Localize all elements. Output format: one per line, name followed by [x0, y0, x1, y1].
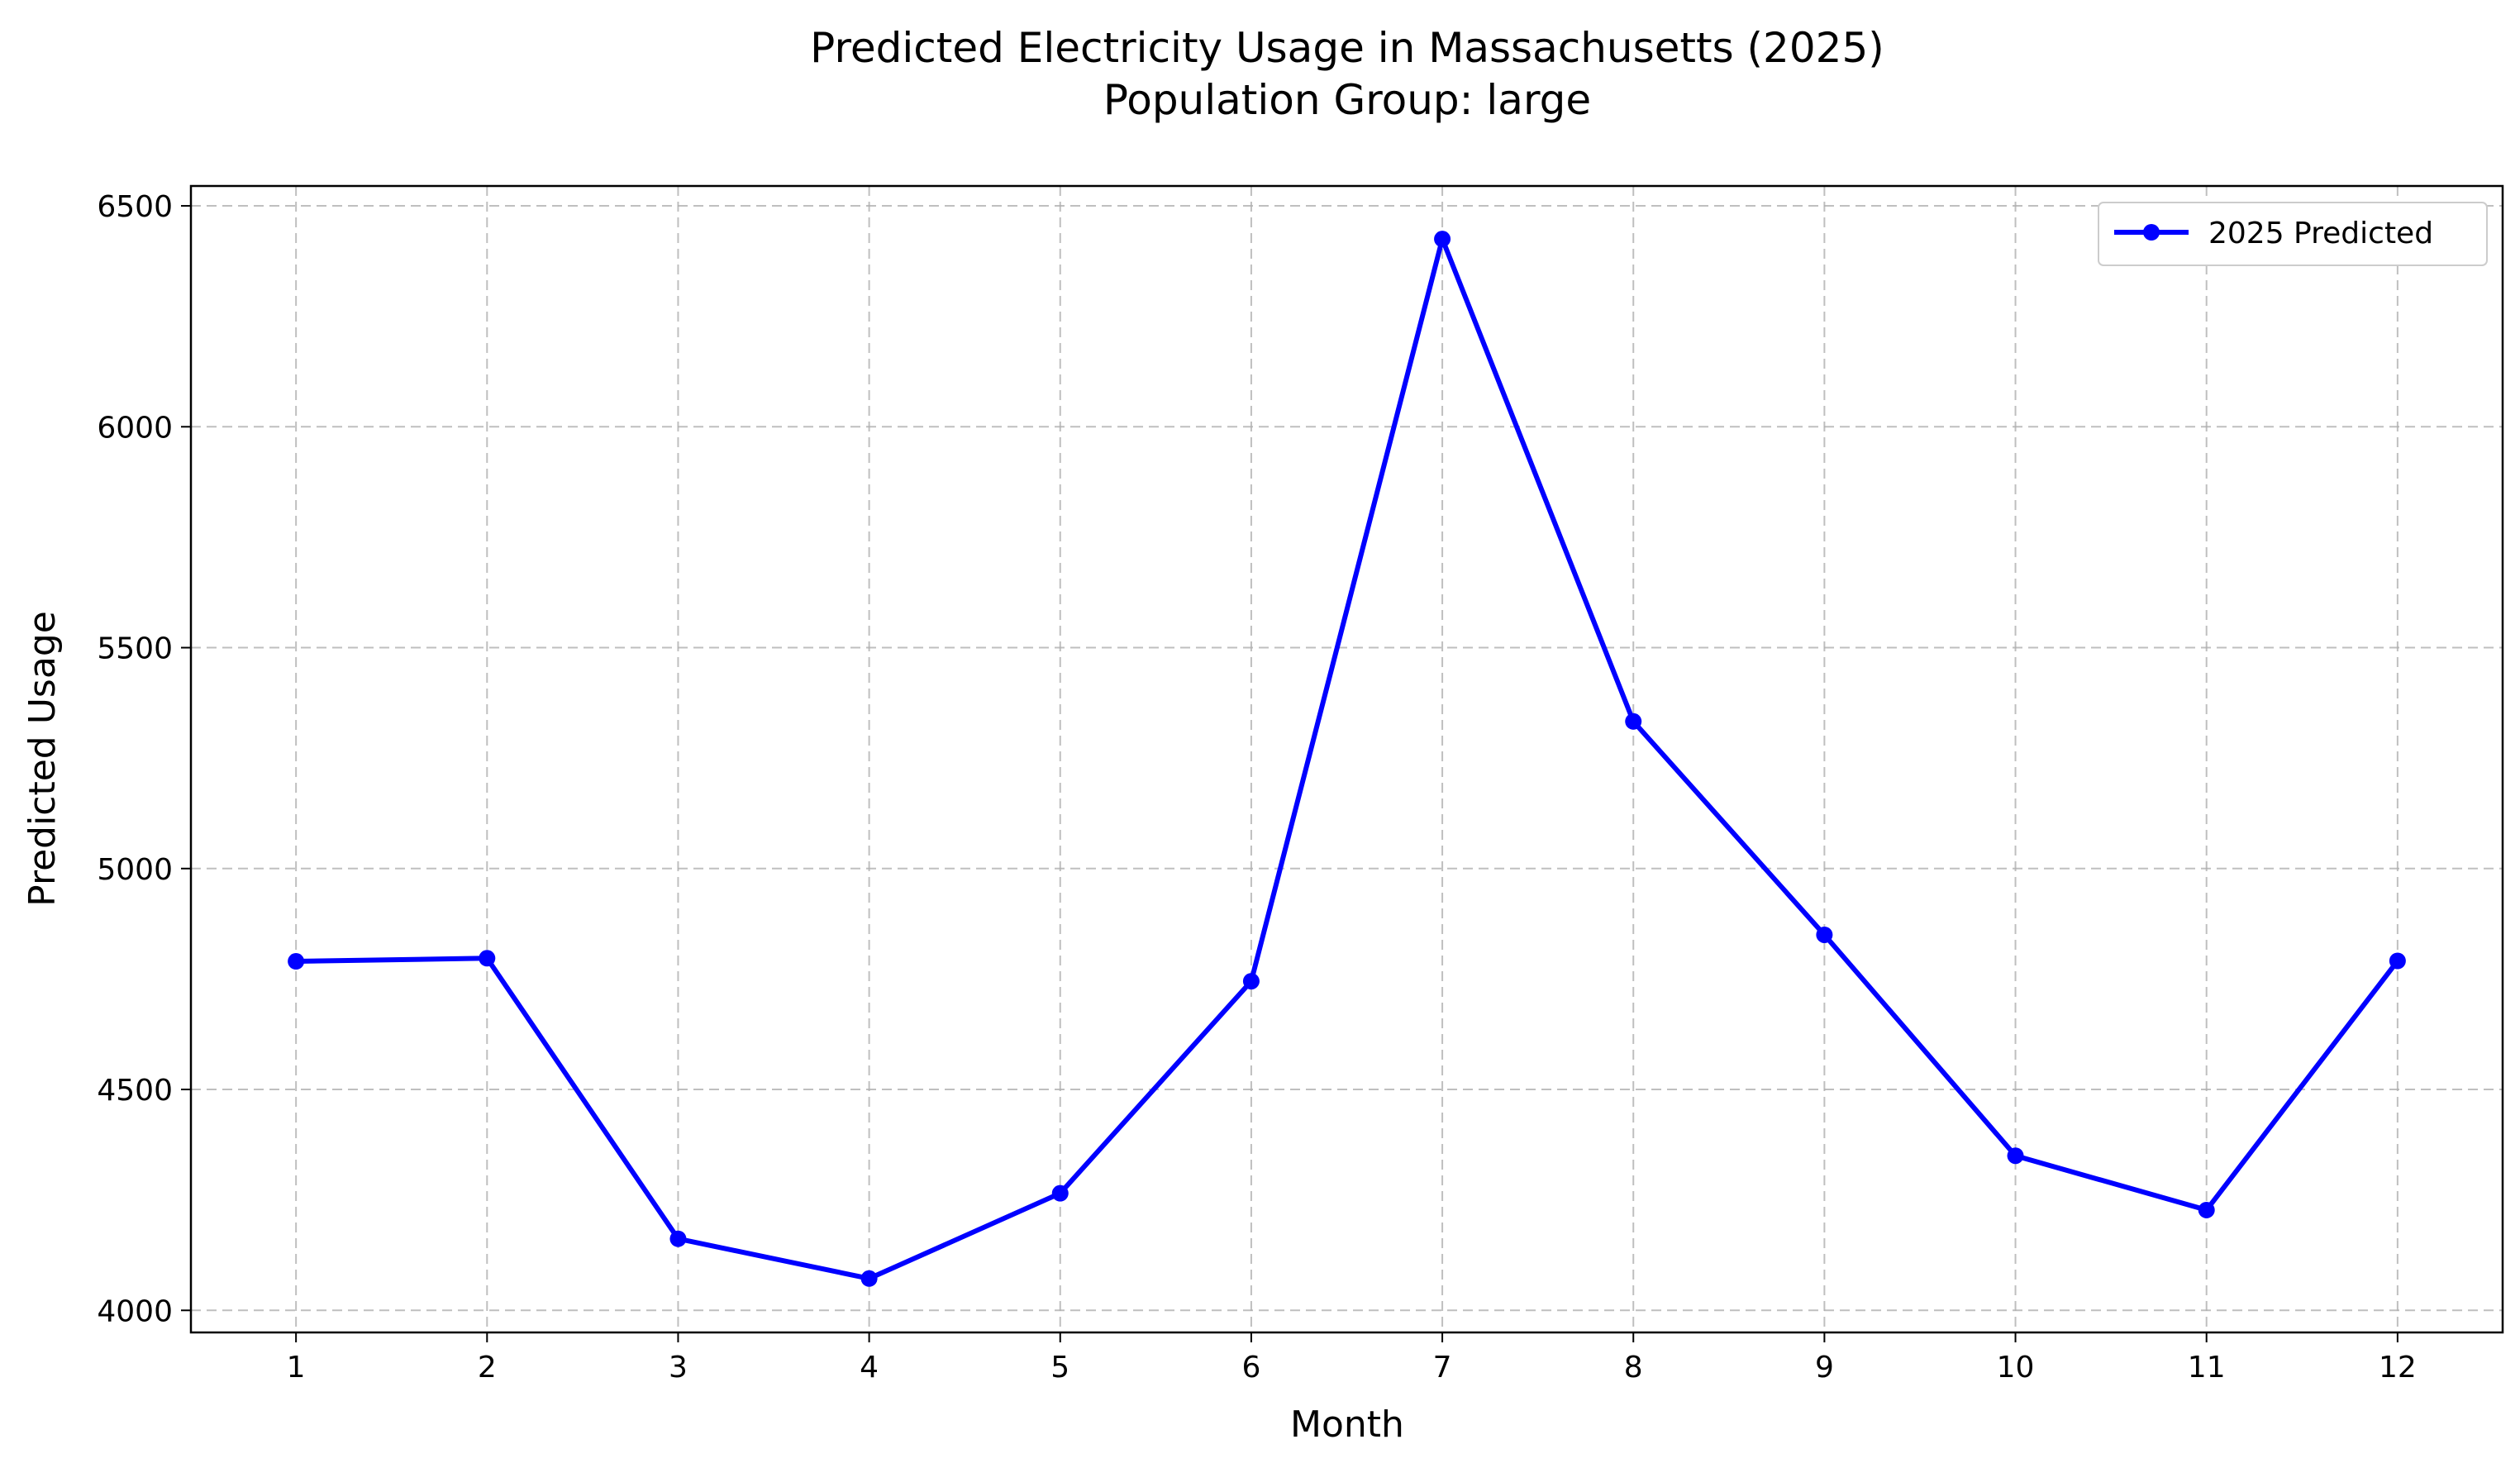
legend-entry-label: 2025 Predicted [2208, 217, 2433, 250]
x-tick-label: 11 [2188, 1351, 2226, 1385]
x-tick-label: 1 [287, 1351, 306, 1385]
legend: 2025 Predicted [2098, 202, 2488, 266]
x-tick-label: 9 [1815, 1351, 1834, 1385]
y-axis-ticks: 4000 4500 5000 5500 6000 6500 [97, 190, 191, 1328]
data-series [288, 231, 2406, 1287]
legend-box [2098, 202, 2488, 266]
data-point [860, 1270, 878, 1287]
y-tick-label: 6000 [97, 411, 173, 445]
data-point [1242, 973, 1260, 990]
x-tick-label: 12 [2379, 1351, 2417, 1385]
series-line [293, 236, 2400, 1281]
data-point [2007, 1147, 2024, 1165]
data-point [2198, 1201, 2215, 1218]
data-point [1434, 231, 1451, 248]
chart-title: Predicted Electricity Usage in Massachus… [810, 24, 1884, 72]
x-axis-ticks: 1 2 3 4 5 6 7 8 9 10 11 12 [287, 1332, 2417, 1385]
data-point [1816, 926, 1833, 943]
x-axis-label: Month [1290, 1404, 1404, 1446]
plot-frame [189, 184, 2504, 1334]
data-point [479, 950, 496, 967]
x-tick-label: 4 [860, 1351, 879, 1385]
y-tick-label: 5000 [97, 853, 173, 887]
grid-lines [191, 186, 2503, 1332]
data-point [669, 1230, 687, 1247]
x-tick-label: 2 [478, 1351, 497, 1385]
x-tick-label: 5 [1050, 1351, 1069, 1385]
x-tick-label: 7 [1433, 1351, 1452, 1385]
data-point [288, 953, 305, 970]
y-tick-label: 4500 [97, 1074, 173, 1108]
y-tick-label: 5500 [97, 632, 173, 666]
y-tick-label: 6500 [97, 190, 173, 224]
x-tick-label: 8 [1624, 1351, 1643, 1385]
legend-marker-sample [2143, 224, 2160, 241]
data-point [2389, 952, 2406, 970]
data-point [1625, 713, 1642, 730]
y-tick-label: 4000 [97, 1294, 173, 1328]
x-tick-label: 10 [1997, 1351, 2035, 1385]
y-axis-label: Predicted Usage [21, 611, 64, 907]
x-tick-label: 6 [1241, 1351, 1260, 1385]
x-tick-label: 3 [669, 1351, 688, 1385]
data-point [1051, 1184, 1069, 1202]
chart-subtitle: Population Group: large [1103, 76, 1591, 124]
